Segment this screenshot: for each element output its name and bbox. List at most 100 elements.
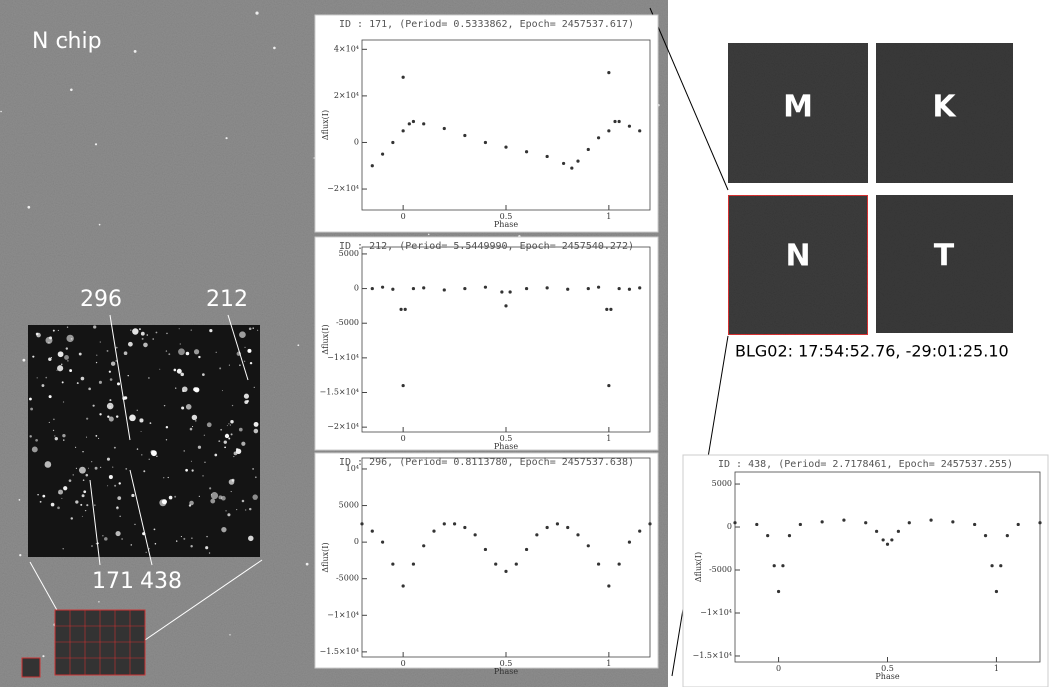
star (236, 508, 238, 511)
star (209, 329, 213, 333)
star (189, 427, 193, 431)
star (145, 551, 147, 553)
star (80, 376, 85, 381)
star (37, 494, 39, 496)
star (127, 341, 133, 347)
star (205, 546, 209, 550)
star (190, 329, 192, 331)
star (192, 426, 194, 428)
data-point (586, 286, 590, 291)
data-point (411, 119, 416, 124)
x-axis-label: Phase (875, 672, 899, 681)
star (41, 384, 45, 387)
data-point (407, 122, 411, 126)
data-point (391, 287, 395, 291)
star (188, 504, 192, 507)
star (116, 382, 121, 386)
tile-label: N (785, 239, 810, 274)
star (31, 446, 38, 453)
star (98, 437, 100, 439)
data-point (951, 520, 955, 524)
data-point (638, 129, 642, 133)
star (61, 363, 63, 365)
star (241, 499, 245, 503)
star (233, 456, 235, 458)
star (191, 537, 193, 539)
data-point (1005, 534, 1009, 538)
data-point (463, 133, 467, 138)
y-tick-label: 0 (354, 284, 359, 293)
star (154, 542, 157, 545)
star (76, 382, 79, 385)
data-point (514, 562, 518, 566)
y-tick-label: −1×10⁴ (327, 610, 359, 619)
y-tick-label: 5000 (712, 479, 732, 488)
tile (728, 43, 868, 183)
star (118, 482, 121, 485)
star (228, 479, 235, 485)
star (190, 460, 192, 462)
star (106, 457, 110, 461)
star (254, 476, 257, 479)
star (229, 424, 231, 426)
star (56, 369, 58, 371)
star (22, 358, 26, 362)
data-point (907, 521, 911, 525)
star (39, 500, 42, 503)
star (190, 545, 193, 548)
star (153, 528, 156, 531)
star (61, 381, 64, 384)
data-point (613, 119, 617, 124)
field-caption: BLG02: 17:54:52.76, -29:01:25.10 (735, 342, 1009, 361)
data-point (617, 286, 621, 291)
star (233, 451, 238, 456)
star (112, 466, 114, 468)
data-point (638, 286, 642, 290)
chip-grid-lines (55, 610, 145, 675)
tile-label: T (934, 239, 955, 274)
star (68, 479, 72, 483)
star (215, 351, 217, 353)
star (161, 499, 167, 505)
data-point (504, 145, 508, 149)
star (45, 376, 48, 379)
star (253, 428, 259, 434)
star (133, 49, 137, 53)
data-point (452, 522, 457, 526)
star (210, 492, 219, 500)
data-point (648, 522, 652, 526)
star (116, 506, 119, 510)
y-tick-label: 10⁴ (346, 464, 359, 473)
star (173, 368, 177, 372)
star (235, 448, 239, 451)
star (175, 387, 177, 389)
y-tick-label: 5000 (339, 249, 359, 258)
star (81, 515, 83, 517)
star (98, 223, 101, 226)
star (223, 440, 227, 444)
star (141, 454, 143, 456)
star (253, 386, 255, 389)
y-tick-label: -5000 (709, 565, 732, 574)
star (53, 418, 55, 421)
data-point (380, 152, 385, 156)
star (163, 404, 166, 407)
data-point (820, 520, 824, 524)
star (91, 461, 93, 463)
star (99, 341, 101, 343)
star (81, 494, 85, 498)
y-tick-label: −1.5×10⁴ (692, 651, 732, 660)
star (48, 395, 52, 399)
data-point (504, 304, 508, 308)
data-point (524, 286, 529, 291)
y-tick-label: −1.5×10⁴ (319, 388, 359, 397)
star-field-inset (28, 325, 260, 557)
star (252, 327, 254, 329)
star (70, 88, 73, 92)
data-point (401, 75, 405, 79)
data-point (994, 589, 999, 594)
star-label: 212 (206, 287, 248, 312)
y-tick-label: −2×10⁴ (327, 422, 359, 431)
star (156, 455, 158, 457)
star (106, 349, 109, 352)
